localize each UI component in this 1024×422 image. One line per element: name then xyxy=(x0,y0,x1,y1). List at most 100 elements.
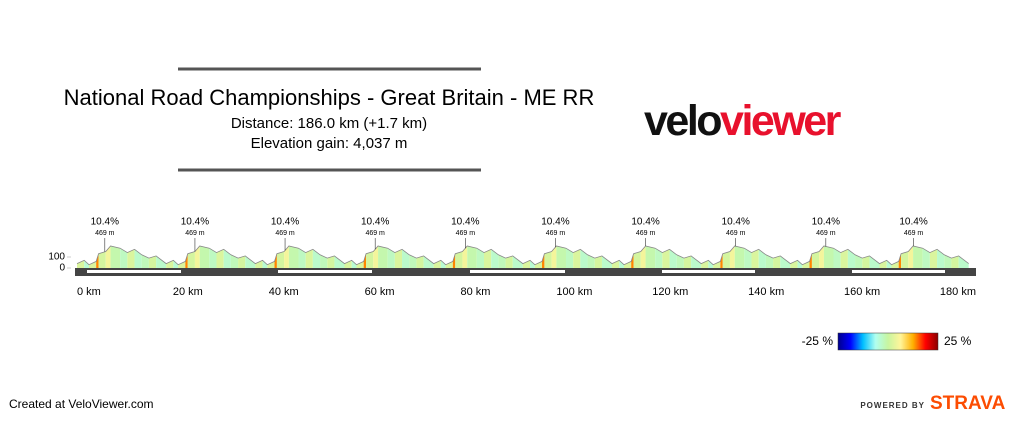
gradient-segment xyxy=(758,249,766,268)
annotation-grade: 10.4% xyxy=(361,217,389,228)
annotation-grade: 10.4% xyxy=(181,217,209,228)
gradient-segment xyxy=(148,255,157,268)
gradient-segment xyxy=(765,254,774,268)
annotation-elevation: 469 m xyxy=(546,230,566,237)
gradient-segment xyxy=(587,254,595,268)
gradient-segment xyxy=(185,253,188,268)
gradient-segment xyxy=(729,246,735,268)
annotation-elevation: 469 m xyxy=(816,230,836,237)
gradient-segment xyxy=(356,261,364,268)
lap-marker xyxy=(852,270,945,273)
gradient-segment xyxy=(216,249,224,268)
annotation-grade: 10.4% xyxy=(899,217,927,228)
gradient-segment xyxy=(565,248,574,268)
gradient-segment xyxy=(187,251,195,268)
gradient-segment xyxy=(402,249,410,268)
y-tick-label: 100 xyxy=(48,252,65,263)
annotation-grade: 10.4% xyxy=(722,217,750,228)
gradient-segment xyxy=(105,246,111,268)
gradient-segment xyxy=(847,249,856,268)
gradient-segment xyxy=(840,249,848,268)
gradient-segment xyxy=(440,260,446,268)
lap-marker xyxy=(470,270,565,273)
gradient-segment xyxy=(819,246,824,268)
gradient-segment xyxy=(455,251,463,268)
gradient-segment xyxy=(662,249,670,268)
annotation-elevation: 469 m xyxy=(636,230,656,237)
gradient-segment xyxy=(199,246,210,268)
gradient-segment xyxy=(245,255,256,268)
gradient-segment xyxy=(238,255,246,268)
gradient-segment xyxy=(669,249,677,268)
x-tick-label: 100 km xyxy=(556,286,592,298)
annotation-grade: 10.4% xyxy=(541,217,569,228)
gradient-segment xyxy=(780,255,791,268)
profile-line xyxy=(76,245,969,266)
gradient-segment xyxy=(722,251,730,268)
x-tick-label: 160 km xyxy=(844,286,880,298)
gradient-segment xyxy=(110,246,121,268)
gradient-segment xyxy=(862,255,870,268)
gradient-segment xyxy=(445,261,453,268)
subtitle: Distance: 186.0 km (+1.7 km) xyxy=(231,115,427,132)
y-tick-label: 0 xyxy=(59,263,65,274)
annotation-elevation: 469 m xyxy=(904,230,924,237)
gradient-segment xyxy=(855,254,863,268)
gradient-segment xyxy=(467,246,477,268)
gradient-segment xyxy=(366,251,374,268)
gradient-segment xyxy=(623,261,632,268)
gradient-segment xyxy=(127,249,135,268)
gradient-segment xyxy=(676,254,684,268)
annotation-grade: 10.4% xyxy=(271,217,299,228)
gradient-segment xyxy=(262,260,268,268)
gradient-segment xyxy=(701,260,709,268)
gradient-segment xyxy=(156,255,167,268)
scale-label: 25 % xyxy=(944,334,972,348)
annotation-grade: 10.4% xyxy=(451,217,479,228)
gradient-segment xyxy=(120,248,128,268)
gradient-segment xyxy=(655,248,663,268)
powered-by: POWERED BY xyxy=(860,401,925,410)
x-tick-label: 80 km xyxy=(461,286,491,298)
annotation-elevation: 469 m xyxy=(275,230,295,237)
gradient-segment xyxy=(879,260,887,268)
gradient-segment xyxy=(908,246,914,268)
gradient-segment xyxy=(230,254,239,268)
annotation-grade: 10.4% xyxy=(812,217,840,228)
gradient-segment xyxy=(713,261,721,268)
gradient-segment xyxy=(580,249,588,268)
gradient-segment xyxy=(166,260,174,268)
gradient-segment xyxy=(484,249,492,268)
gradient-segment xyxy=(790,260,798,268)
gradient-segment xyxy=(601,255,613,268)
gradient-segment xyxy=(886,260,892,268)
gradient-segment xyxy=(98,251,106,268)
gradient-segment xyxy=(922,248,930,268)
gradient-segment xyxy=(802,261,810,268)
gradient-segment xyxy=(891,261,899,268)
gradient-segment xyxy=(178,261,186,268)
gradient-segment xyxy=(542,253,545,268)
gradient-segment xyxy=(505,255,513,268)
gradient-segment xyxy=(937,249,945,268)
gradient-segment xyxy=(901,251,909,268)
gradient-segment xyxy=(744,248,752,268)
gradient-segment xyxy=(797,260,803,268)
gradient-segment xyxy=(773,255,781,268)
gradient-segment xyxy=(373,246,379,268)
gradient-segment xyxy=(530,260,535,268)
annotation-elevation: 469 m xyxy=(365,230,385,237)
gradient-segment xyxy=(720,253,723,268)
gradient-segment xyxy=(452,253,456,268)
scale-label: -25 % xyxy=(802,334,834,348)
gradient-segment xyxy=(255,260,263,268)
gradient-segment xyxy=(288,246,299,268)
gradient-segment xyxy=(708,260,714,268)
gradient-segment xyxy=(573,249,581,268)
gradient-segment xyxy=(96,253,99,268)
gradient-segment xyxy=(409,254,417,268)
gradient-segment xyxy=(612,260,620,268)
gradient-segment xyxy=(320,254,328,268)
color-scale xyxy=(837,332,939,351)
